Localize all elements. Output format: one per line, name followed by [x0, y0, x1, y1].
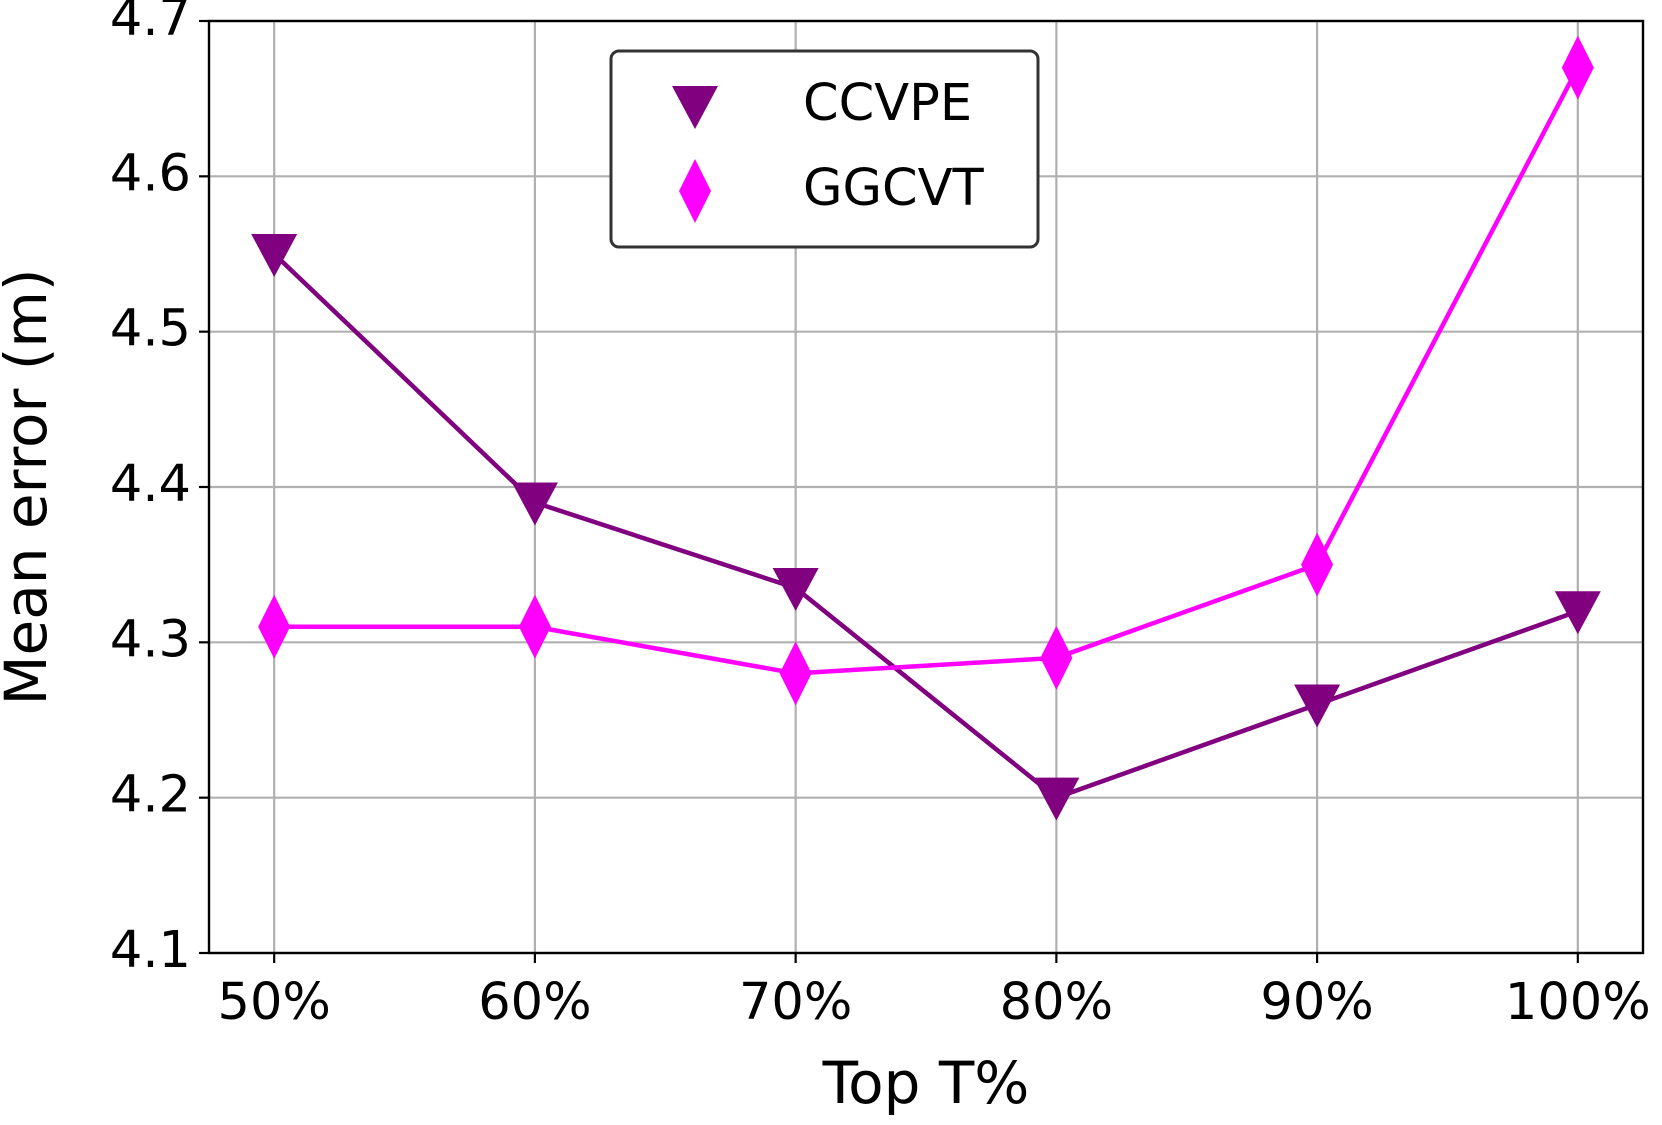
y-axis-label: Mean error (m): [0, 268, 60, 705]
marker: [1040, 625, 1073, 690]
y-tick-label: 4.1: [110, 921, 191, 980]
legend-marker: [679, 159, 711, 223]
marker: [511, 482, 558, 526]
series-line: [274, 66, 1580, 676]
legend-box: [609, 49, 1040, 249]
marker: [779, 641, 812, 706]
x-tick-label: 80%: [1000, 973, 1113, 1032]
series-line: [272, 252, 1579, 801]
y-tick-label: 4.6: [110, 144, 191, 203]
legend-label: GGCVT: [803, 159, 985, 218]
x-tick-label: 100%: [1505, 973, 1651, 1032]
x-tick-label: 90%: [1260, 973, 1373, 1032]
marker: [1294, 684, 1341, 728]
y-tick-label: 4.5: [110, 300, 191, 359]
x-axis-label: Top T%: [822, 1049, 1030, 1117]
marker: [1554, 591, 1601, 635]
y-tick-label: 4.7: [110, 0, 191, 48]
marker: [772, 567, 819, 611]
y-tick-label: 4.4: [110, 455, 191, 514]
marker: [1301, 532, 1334, 597]
marker: [518, 594, 551, 659]
marker: [1561, 35, 1594, 100]
y-tick-label: 4.2: [110, 766, 191, 825]
marker: [1033, 777, 1080, 821]
plot-frame: [207, 19, 1645, 955]
marker: [258, 594, 291, 659]
x-tick-label: 60%: [478, 973, 591, 1032]
x-tick-label: 70%: [739, 973, 852, 1032]
legend-label: CCVPE: [803, 74, 972, 133]
y-tick-label: 4.3: [110, 610, 191, 669]
x-tick-label: 50%: [218, 973, 331, 1032]
marker: [251, 234, 298, 277]
legend-marker: [672, 86, 718, 129]
